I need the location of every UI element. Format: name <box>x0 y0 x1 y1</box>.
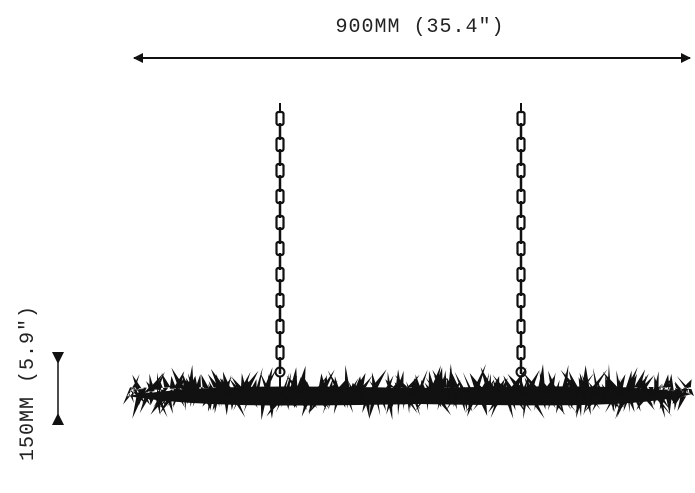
height-arrow-top <box>52 352 64 364</box>
fringe-body <box>123 363 694 421</box>
chains <box>274 103 527 398</box>
height-arrow-bottom <box>52 413 64 425</box>
fringe-spikes <box>123 363 694 421</box>
width-label: 900MM (35.4") <box>335 16 504 39</box>
height-label: 150MM (5.9") <box>17 305 40 461</box>
